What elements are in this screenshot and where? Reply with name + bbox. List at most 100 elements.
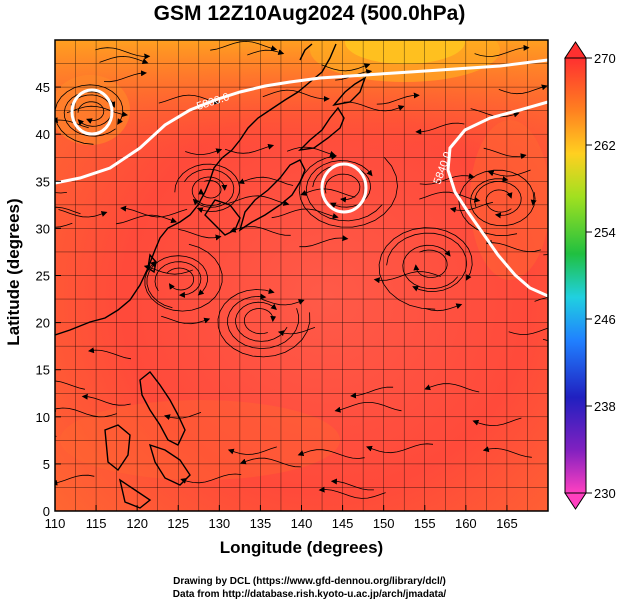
coastlines [55,43,367,509]
streamline [376,92,420,105]
colorbar-top-arrow [564,41,587,59]
streamline [472,417,522,427]
streamline [449,201,493,213]
y-tick-label: 20 [36,316,50,331]
y-tick-label: 35 [36,174,50,189]
streamline [55,474,95,486]
colorbar-bottom-arrow [564,492,587,510]
colorbar-tick-label: 230 [594,486,616,501]
streamline [235,301,288,342]
streamline [66,105,128,118]
y-tick-label: 30 [36,221,50,236]
streamline [366,443,434,454]
credit-drawing: Drawing by DCL (https://www.gfd-dennou.o… [173,576,446,587]
x-tick-label: 125 [167,516,189,531]
orange-patch-south [60,400,340,480]
x-axis: 110 115 120 125 130 135 140 145 150 155 160 165 [45,505,518,531]
streamline [419,173,475,185]
y-tick-label: 0 [43,504,50,519]
streamline [299,235,349,248]
streamline [185,148,223,155]
streamline [470,176,536,227]
grid [55,40,548,511]
y-tick-label: 5 [43,457,50,472]
streamline [286,146,337,157]
streamline [277,327,316,337]
x-tick-label: 160 [455,516,477,531]
streamline [318,486,386,499]
streamline [474,44,530,57]
streamline [55,380,85,390]
x-tick-label: 145 [332,516,354,531]
streamline [116,214,178,225]
y-tick-label: 10 [36,410,50,425]
streamline [262,89,330,102]
streamline [419,191,481,203]
colorbar-tick-label: 238 [594,399,616,414]
contour-5840 [446,100,548,298]
streamline [424,383,480,393]
streamline [271,208,339,219]
streamline [378,227,473,310]
streamline [508,327,548,335]
streamline [483,147,527,160]
streamline [415,122,465,135]
x-tick-label: 140 [291,516,313,531]
streamline [55,206,81,215]
x-tick-label: 155 [414,516,436,531]
streamline [95,47,151,60]
streamline [191,176,228,206]
streamline [166,267,194,291]
orange-core [310,40,500,82]
streamline [158,94,220,105]
x-tick-label: 115 [86,516,107,531]
streamline [297,449,365,459]
streamline [413,249,448,278]
streamline [402,244,459,290]
streamline [55,406,117,418]
streamline [228,195,290,206]
streamline [238,176,294,186]
streamline [164,412,202,421]
colorbar-tick-label: 270 [594,51,616,66]
colorbar-tick-label: 262 [594,138,616,153]
streamline [174,163,241,213]
streamline [330,478,374,491]
streamline [312,164,371,209]
streamline [247,49,285,56]
streamline [485,189,513,213]
streamline [474,180,522,219]
x-tick-label: 110 [45,516,66,531]
streamline [143,264,193,275]
streamline [350,386,394,399]
streamline [81,393,131,406]
y-tick-label: 25 [36,269,50,284]
wind-streamlines [55,40,548,499]
colorbar-ticks: 230 238 246 254 262 270 [586,51,616,501]
streamline [239,457,301,468]
streamline [77,101,105,124]
streamline [305,160,383,222]
x-tick-label: 150 [373,516,395,531]
streamline [298,153,398,228]
streamline [386,232,468,292]
contour-5800 [55,58,548,185]
streamline [210,40,278,52]
colorbar-gradient [564,57,587,494]
streamline [334,402,402,413]
colorbar-tick-label: 246 [594,312,616,327]
streamline [161,315,211,325]
streamline [180,473,242,484]
closed-contour-west [70,88,114,136]
streamline [146,255,208,309]
credit-data: Data from http://database.rish.kyoto-u.a… [172,589,447,600]
x-axis-label: Longitude (degrees) [219,538,384,557]
streamline [99,55,149,64]
y-tick-label: 15 [36,363,50,378]
streamline [227,446,277,455]
streamline [324,173,361,203]
streamline [482,446,532,458]
x-tick-label: 130 [208,516,230,531]
streamline [425,303,463,312]
